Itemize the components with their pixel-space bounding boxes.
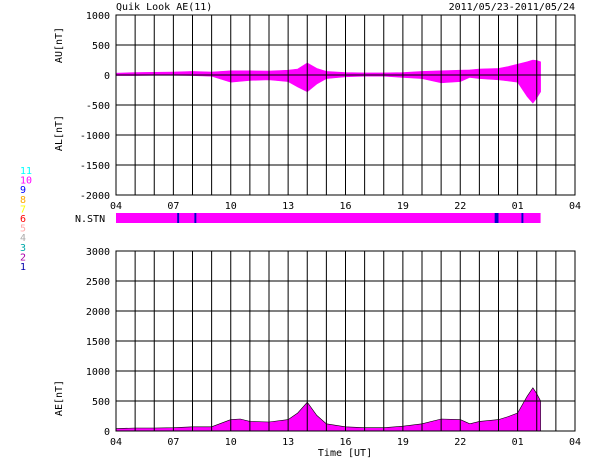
x-tick-label: 16 <box>339 201 351 212</box>
xlabel-time: Time [UT] <box>318 448 372 459</box>
x-tick-label: 07 <box>167 201 179 212</box>
x-tick-label: 10 <box>225 201 237 212</box>
legend-item: 1 <box>20 262 26 273</box>
legend-item: 10 <box>20 176 32 187</box>
legend-item: 5 <box>20 224 26 235</box>
x-tick-label: 19 <box>397 437 409 448</box>
x-tick-label: 13 <box>282 201 294 212</box>
x-tick-label: 01 <box>512 201 524 212</box>
station-segment <box>521 213 524 223</box>
y-tick-label: -2000 <box>80 191 110 202</box>
plot-frame <box>115 250 576 432</box>
y-tick-label: -500 <box>86 101 110 112</box>
y-tick-label: 1000 <box>86 367 110 378</box>
y-tick-label: 500 <box>92 397 110 408</box>
series-area-ae <box>115 387 541 432</box>
station-segment <box>494 213 499 223</box>
x-tick-label: 04 <box>110 437 122 448</box>
legend-item: 11 <box>20 166 32 177</box>
series-area-au <box>115 59 541 76</box>
legend-item: 9 <box>20 185 26 196</box>
legend-item: 4 <box>20 233 26 244</box>
x-tick-label: 10 <box>225 437 237 448</box>
x-tick-label: 07 <box>167 437 179 448</box>
x-tick-label: 13 <box>282 437 294 448</box>
y-tick-label: 0 <box>104 71 110 82</box>
y-tick-label: 1500 <box>86 337 110 348</box>
x-tick-label: 04 <box>569 437 581 448</box>
y-tick-label: 2500 <box>86 277 110 288</box>
ylabel-al: AL[nT] <box>54 115 65 151</box>
station-label: N.STN <box>75 214 105 225</box>
y-tick-label: 2000 <box>86 307 110 318</box>
date-range: 2011/05/23-2011/05/24 <box>449 2 575 13</box>
plot-frame <box>115 14 576 196</box>
station-segment <box>116 213 541 223</box>
station-count-bar <box>116 213 541 223</box>
y-tick-label: 0 <box>104 427 110 438</box>
y-tick-label: -1000 <box>80 131 110 142</box>
x-tick-label: 16 <box>339 437 351 448</box>
legend-item: 3 <box>20 243 26 254</box>
legend-item: 8 <box>20 195 26 206</box>
y-tick-label: 1000 <box>86 11 110 22</box>
y-tick-label: 500 <box>92 41 110 52</box>
y-tick-label: 3000 <box>86 247 110 258</box>
x-tick-label: 01 <box>512 437 524 448</box>
station-segment <box>177 213 180 223</box>
series-area-al <box>115 74 541 104</box>
chart-title: Quik Look AE(11) <box>116 2 212 13</box>
ylabel-ae: AE[nT] <box>54 380 65 416</box>
ylabel-au: AU[nT] <box>54 27 65 63</box>
x-tick-label: 19 <box>397 201 409 212</box>
legend-item: 7 <box>20 204 26 215</box>
legend-item: 2 <box>20 252 26 263</box>
x-tick-label: 22 <box>454 437 466 448</box>
x-tick-label: 04 <box>569 201 581 212</box>
station-segment <box>194 213 197 223</box>
x-tick-label: 04 <box>110 201 122 212</box>
y-tick-label: -1500 <box>80 161 110 172</box>
x-tick-label: 22 <box>454 201 466 212</box>
legend-item: 6 <box>20 214 26 225</box>
